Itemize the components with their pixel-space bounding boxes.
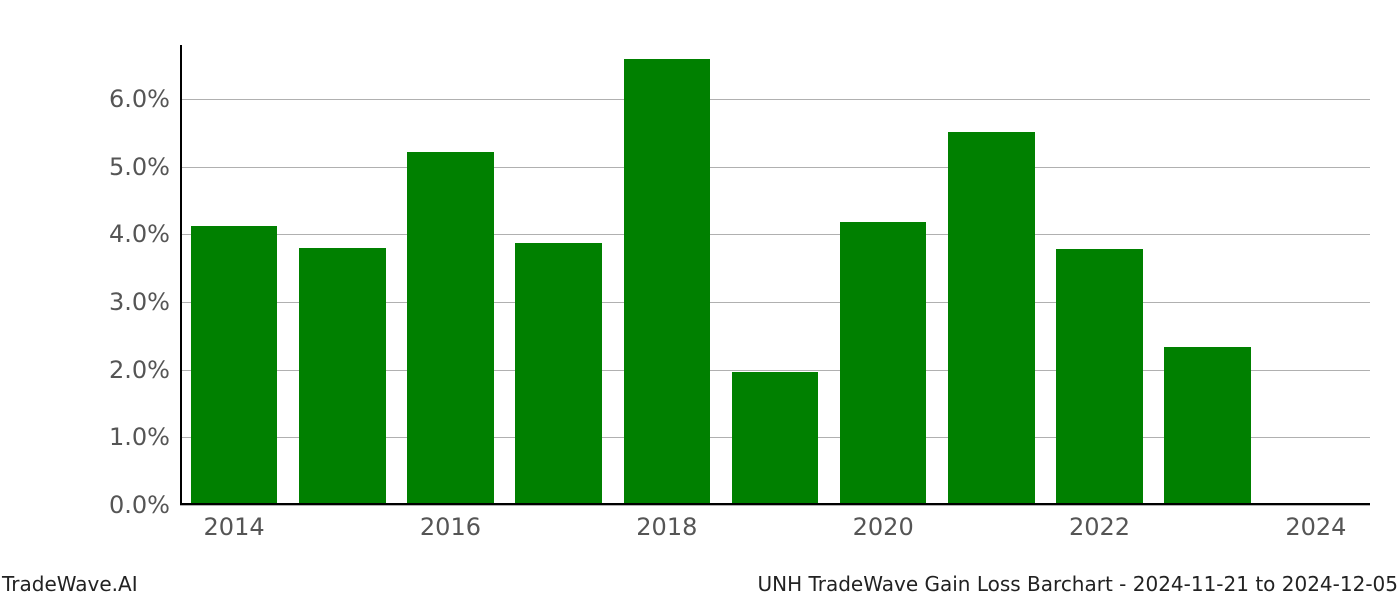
x-tick-label: 2024 <box>1285 505 1346 541</box>
x-tick-label: 2022 <box>1069 505 1130 541</box>
bar <box>732 372 819 505</box>
y-tick-label: 2.0% <box>109 356 180 384</box>
plot-area: 0.0%1.0%2.0%3.0%4.0%5.0%6.0%201420162018… <box>180 45 1370 505</box>
gridline <box>180 167 1370 168</box>
bar <box>1056 249 1143 505</box>
bar <box>407 152 494 505</box>
axis-spine-bottom <box>180 503 1370 505</box>
bar <box>624 59 711 505</box>
bar <box>948 132 1035 505</box>
y-tick-label: 0.0% <box>109 491 180 519</box>
axis-spine-left <box>180 45 182 505</box>
footer-right-text: UNH TradeWave Gain Loss Barchart - 2024-… <box>755 568 1400 600</box>
footer-left-text: TradeWave.AI <box>0 568 140 600</box>
gridline <box>180 234 1370 235</box>
y-tick-label: 3.0% <box>109 288 180 316</box>
y-tick-label: 6.0% <box>109 85 180 113</box>
y-tick-label: 5.0% <box>109 153 180 181</box>
x-tick-label: 2014 <box>204 505 265 541</box>
gridline <box>180 505 1370 506</box>
bar <box>515 243 602 505</box>
bar <box>299 248 386 505</box>
figure: 0.0% 1.0% 2.0% 3.0% 4.0% 5.0% 6.0% 2014 2016 2018… <box>0 0 1400 600</box>
x-tick-label: 2018 <box>636 505 697 541</box>
bar <box>1164 347 1251 505</box>
y-tick-label: 4.0% <box>109 220 180 248</box>
x-tick-label: 2016 <box>420 505 481 541</box>
y-tick-label: 1.0% <box>109 423 180 451</box>
bar <box>840 222 927 505</box>
bar <box>191 226 278 505</box>
gridline <box>180 99 1370 100</box>
x-tick-label: 2020 <box>853 505 914 541</box>
